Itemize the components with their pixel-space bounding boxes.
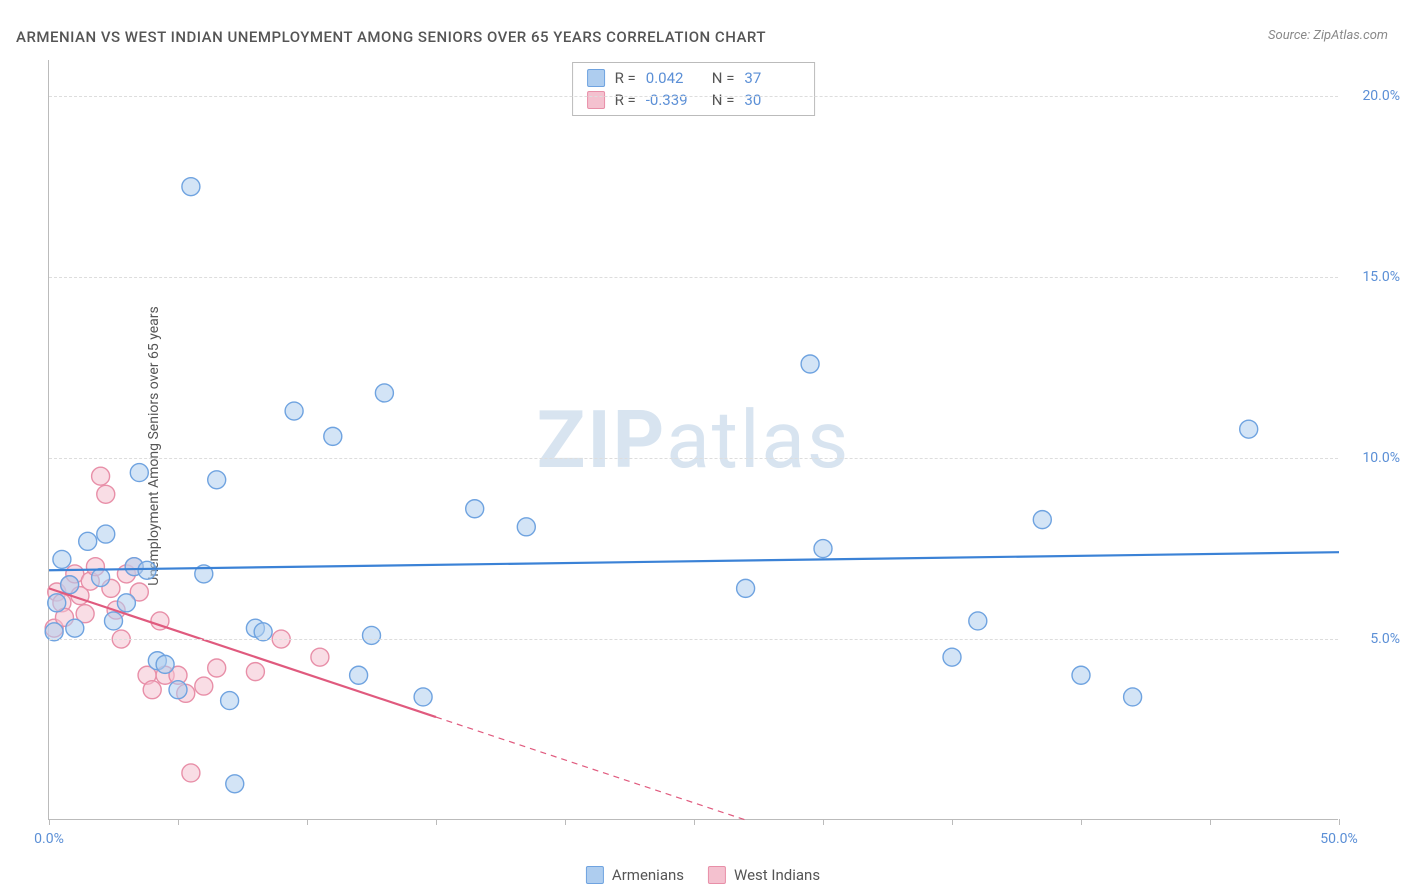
y-tick-label: 15.0% — [1362, 269, 1400, 285]
source-attribution: Source: ZipAtlas.com — [1268, 28, 1388, 43]
gridline — [49, 639, 1338, 640]
y-tick-label: 10.0% — [1362, 450, 1400, 466]
x-tick-label: 0.0% — [34, 831, 64, 847]
legend-item-armenians: Armenians — [586, 866, 684, 884]
x-tick — [436, 819, 437, 825]
x-tick-label: 50.0% — [1320, 831, 1358, 847]
x-tick — [49, 819, 50, 825]
gridline — [49, 277, 1338, 278]
legend-item-westindians: West Indians — [708, 866, 820, 884]
x-tick — [1210, 819, 1211, 825]
gridline — [49, 96, 1338, 97]
legend-swatch-armenians — [586, 866, 604, 884]
scatter-svg — [49, 60, 1338, 819]
chart-title: ARMENIAN VS WEST INDIAN UNEMPLOYMENT AMO… — [16, 28, 766, 46]
x-tick — [178, 819, 179, 825]
x-tick — [1081, 819, 1082, 825]
bottom-legend: Armenians West Indians — [586, 866, 820, 884]
x-tick — [952, 819, 953, 825]
x-tick — [1339, 819, 1340, 825]
plot-area: ZIPatlas R = 0.042 N = 37 R = -0.339 N =… — [48, 60, 1338, 820]
legend-label-armenians: Armenians — [612, 866, 684, 884]
y-tick-label: 5.0% — [1370, 631, 1400, 647]
gridline — [49, 458, 1338, 459]
x-tick — [823, 819, 824, 825]
legend-label-westindians: West Indians — [734, 866, 820, 884]
legend-swatch-westindians — [708, 866, 726, 884]
x-tick — [307, 819, 308, 825]
y-tick-label: 20.0% — [1362, 88, 1400, 104]
x-tick — [694, 819, 695, 825]
x-tick — [565, 819, 566, 825]
